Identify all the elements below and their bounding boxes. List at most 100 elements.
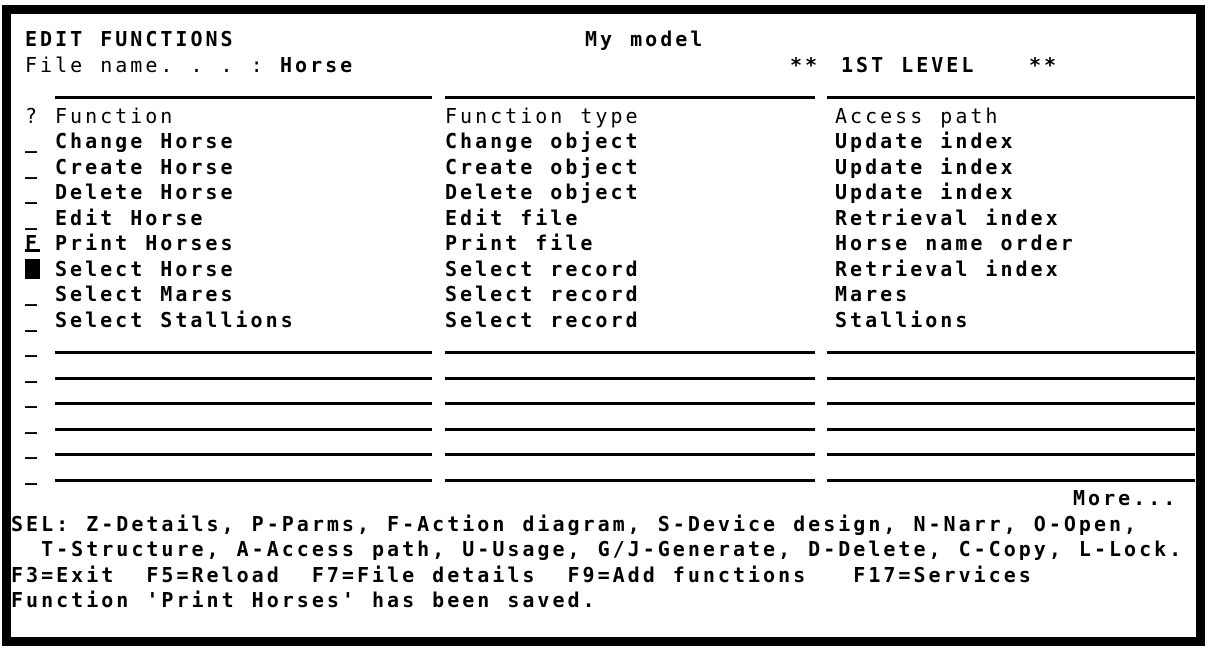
function-type: Delete object — [445, 180, 641, 204]
access-path-field — [827, 427, 1195, 431]
table-row: Select Horse Select record Retrieval ind… — [11, 256, 1196, 282]
status-message: Function 'Print Horses' has been saved. — [11, 588, 598, 612]
sel-options-row-2: T-Structure, A-Access path, U-Usage, G/J… — [11, 536, 1196, 562]
sel-options-row-1: SEL: Z-Details, P-Parms, F-Action diagra… — [11, 511, 1196, 537]
more-indicator: More... — [1073, 486, 1179, 510]
sel-input[interactable]: _ — [25, 460, 41, 485]
function-name: Edit Horse — [55, 205, 206, 230]
function-name: Delete Horse — [55, 180, 236, 204]
function-type-field — [445, 351, 815, 354]
function-name: Print Horses — [55, 231, 236, 255]
function-name: Select Stallions — [55, 307, 296, 332]
access-path: Stallions — [835, 307, 971, 332]
table-row: _ Select Mares Select record Mares — [11, 281, 1196, 307]
screen-content: EDIT FUNCTIONS My model File name. . . :… — [11, 14, 1196, 637]
function-type: Change object — [445, 129, 641, 153]
empty-table-row: _ — [11, 332, 1196, 358]
function-keys: F3=Exit F5=Reload F7=File details F9=Add… — [11, 562, 1034, 587]
column-overline-function-type — [445, 96, 815, 99]
file-name-label: File name. . . : — [25, 52, 266, 77]
access-path: Horse name order — [835, 231, 1076, 255]
function-name-field[interactable] — [55, 351, 432, 354]
function-type: Edit file — [445, 205, 581, 230]
sel-input[interactable]: _ — [25, 409, 41, 434]
more-row: More... — [11, 485, 1196, 511]
table-row: _ Delete Horse Delete object Update inde… — [11, 179, 1196, 205]
page-title: EDIT FUNCTIONS — [25, 27, 236, 51]
empty-table-row: _ — [11, 434, 1196, 460]
level-badge: 1ST LEVEL — [841, 52, 977, 77]
table-row: _ Change Horse Change object Update inde… — [11, 128, 1196, 154]
sel-input[interactable]: _ — [25, 129, 41, 153]
access-path: Update index — [835, 154, 1016, 179]
terminal-screen: EDIT FUNCTIONS My model File name. . . :… — [2, 5, 1205, 646]
function-name-field[interactable] — [55, 478, 432, 482]
file-row: File name. . . : Horse ** 1ST LEVEL ** — [11, 52, 1196, 78]
sel-input[interactable]: _ — [25, 180, 41, 204]
sel-input[interactable]: _ — [25, 435, 41, 459]
function-type: Print file — [445, 231, 596, 255]
table-row: _ Create Horse Create object Update inde… — [11, 154, 1196, 180]
function-name: Select Mares — [55, 282, 236, 306]
column-header-function-type: Function type — [445, 103, 641, 128]
level-stars-left: ** — [790, 52, 821, 77]
empty-table-row: _ — [11, 383, 1196, 409]
function-type: Create object — [445, 154, 641, 179]
sel-input[interactable]: _ — [25, 205, 41, 230]
access-path: Retrieval index — [835, 205, 1061, 230]
sel-options-line2: T-Structure, A-Access path, U-Usage, G/J… — [11, 537, 1185, 561]
table-row: _ Edit Horse Edit file Retrieval index — [11, 205, 1196, 231]
access-path-field — [827, 376, 1195, 380]
access-path-field — [827, 453, 1195, 456]
access-path: Mares — [835, 282, 911, 306]
sel-input[interactable]: _ — [25, 154, 41, 179]
sel-input[interactable]: _ — [25, 384, 41, 408]
access-path: Update index — [835, 180, 1016, 204]
sel-column-header: ? — [25, 103, 41, 128]
function-name-field[interactable] — [55, 453, 432, 456]
access-path-field — [827, 478, 1195, 482]
function-type-field — [445, 453, 815, 456]
table-row: F Print Horses Print file Horse name ord… — [11, 230, 1196, 256]
sel-input[interactable]: _ — [25, 307, 41, 332]
function-keys-row: F3=Exit F5=Reload F7=File details F9=Add… — [11, 562, 1196, 588]
function-type-field — [445, 478, 815, 482]
function-name-field[interactable] — [55, 402, 432, 405]
access-path-field — [827, 402, 1195, 405]
access-path: Update index — [835, 129, 1016, 153]
function-name: Create Horse — [55, 154, 236, 179]
model-name: My model — [585, 27, 706, 51]
function-type: Select record — [445, 307, 641, 332]
sel-input[interactable]: F — [25, 231, 41, 255]
level-stars-right: ** — [1029, 52, 1060, 77]
sel-input[interactable]: _ — [25, 282, 41, 306]
function-type-field — [445, 427, 815, 431]
title-row: EDIT FUNCTIONS My model — [11, 26, 1196, 52]
access-path: Retrieval index — [835, 256, 1061, 281]
access-path-field — [827, 351, 1195, 354]
empty-table-row: _ — [11, 460, 1196, 486]
sel-input[interactable]: _ — [25, 333, 41, 357]
function-type-field — [445, 402, 815, 405]
column-header-access-path: Access path — [835, 103, 1001, 128]
sel-options-line1: SEL: Z-Details, P-Parms, F-Action diagra… — [11, 511, 1140, 536]
column-overline-function — [55, 96, 432, 99]
empty-table-row: _ — [11, 358, 1196, 384]
function-type-field — [445, 376, 815, 380]
column-header-function: Function — [55, 103, 176, 128]
column-overline-access-path — [827, 96, 1195, 99]
sel-field-underline — [25, 249, 40, 252]
header-overline-row — [11, 77, 1196, 103]
empty-table-row: _ — [11, 409, 1196, 435]
function-name-field[interactable] — [55, 376, 432, 380]
function-name: Select Horse — [55, 256, 236, 281]
function-name-field[interactable] — [55, 427, 432, 431]
table-row: _ Select Stallions Select record Stallio… — [11, 307, 1196, 333]
function-name: Change Horse — [55, 129, 236, 153]
status-row: Function 'Print Horses' has been saved. — [11, 587, 1196, 613]
sel-input[interactable]: _ — [25, 358, 41, 383]
function-type: Select record — [445, 282, 641, 306]
column-header-row: ? Function Function type Access path — [11, 103, 1196, 129]
file-name-value: Horse — [280, 52, 356, 77]
cursor-block[interactable] — [25, 258, 40, 279]
